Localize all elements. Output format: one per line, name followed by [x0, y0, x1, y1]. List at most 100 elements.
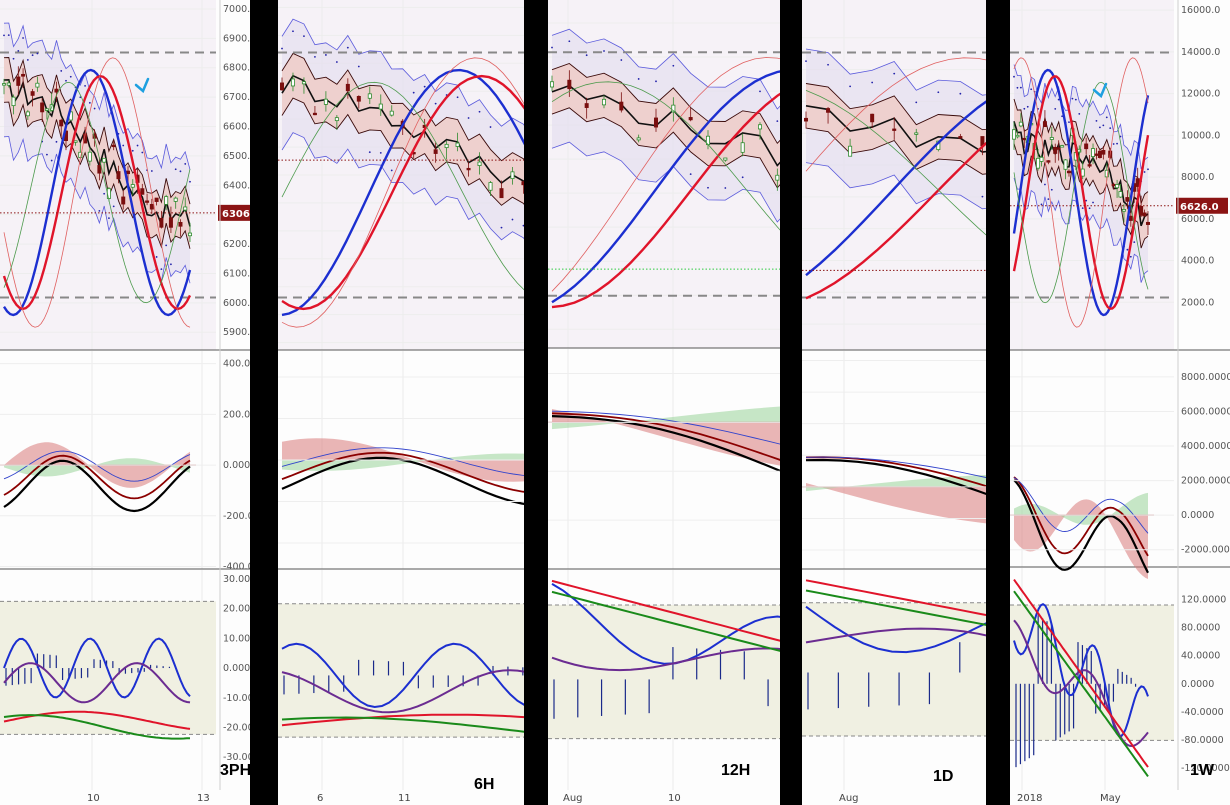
candle [1039, 156, 1044, 162]
price-tick-label: 6000.0 [223, 298, 250, 309]
candle [1060, 145, 1065, 148]
candle [126, 170, 131, 175]
macd-line [3, 459, 191, 513]
last-price-tag: 6626.0 [1176, 197, 1228, 214]
candle [1022, 137, 1027, 141]
candle [178, 221, 183, 227]
osc2-tick-label: -120.0000 [1181, 763, 1230, 774]
x-tick-label: Aug [839, 793, 859, 804]
candle [1036, 157, 1041, 169]
ema-red-line [1013, 579, 1149, 768]
candle [870, 113, 875, 123]
candle [654, 117, 659, 128]
chart-svg-12h: 9200.08800.08400.08000.07600.07200.06800… [548, 0, 780, 804]
candle [455, 142, 460, 147]
price-tick-label: 6500.0 [223, 151, 250, 162]
slow-oscillator-line [551, 92, 780, 309]
price-tick-label: 6900.0 [223, 33, 250, 44]
candle [1101, 150, 1106, 155]
macd-line [805, 458, 986, 496]
chart-svg-1d: 9200.08800.08400.08000.07600.07200.06800… [802, 0, 986, 804]
inner-band-fill [552, 63, 780, 188]
candle [584, 103, 589, 108]
candle [602, 98, 607, 106]
candle [688, 117, 693, 121]
candle [54, 88, 59, 93]
osc2-tick-label: -30.0000 [223, 752, 250, 763]
candle [892, 128, 897, 131]
candle [1042, 121, 1047, 128]
lower-band-line [1013, 177, 1149, 283]
slow-oscillator-line [1012, 75, 1150, 310]
candle [510, 171, 515, 180]
ema-green-line [281, 716, 524, 733]
candle [25, 111, 30, 117]
candle [16, 76, 21, 86]
candle [1049, 137, 1054, 140]
candle [444, 143, 449, 149]
rsi-fast-line [3, 637, 191, 699]
signal-line [3, 454, 191, 500]
candle [671, 104, 676, 113]
candle [1097, 150, 1102, 158]
candle [1125, 197, 1130, 202]
candle [116, 171, 121, 180]
candle [149, 203, 154, 210]
chart-panel-12h: 9200.08800.08400.08000.07600.07200.06800… [548, 0, 780, 805]
rsi-fast-line [551, 583, 780, 665]
candle [1139, 206, 1144, 216]
ema-red-line [281, 713, 524, 727]
chart-svg-6h: 7400.07200.07000.06800.06600.06400.06200… [278, 0, 524, 804]
timeframe-label: 3PH [220, 762, 250, 779]
candle [1066, 170, 1071, 174]
candle [466, 167, 471, 171]
candle [183, 206, 188, 211]
candle [740, 142, 745, 153]
osc1-tick-label: 0.0000 [223, 460, 250, 471]
osc1-tick-label: 4000.0000 [1181, 441, 1230, 452]
candle [1091, 148, 1096, 157]
upper-band-line [1013, 64, 1149, 170]
chart-svg-1w: 16000.0 14000.0 12000.0 10000.0 8000.0 6000.0… [1010, 0, 1230, 804]
candle [723, 157, 728, 161]
candle [1142, 212, 1147, 217]
candle [1056, 147, 1061, 150]
candle [187, 232, 192, 237]
candle [1094, 153, 1099, 156]
upper-band-line [551, 28, 780, 110]
signal-line [281, 451, 524, 493]
candle [619, 101, 624, 111]
histogram-area-red [806, 483, 986, 524]
macd-line [551, 415, 780, 472]
histogram-area-green [282, 453, 524, 471]
candle [111, 144, 116, 148]
candle [775, 174, 780, 181]
candle [757, 124, 762, 130]
chart-panel-1w: 16000.0 14000.0 12000.0 10000.0 8000.0 6000.0… [1010, 0, 1230, 805]
annotation-check-mark [1092, 82, 1108, 99]
x-tick-label: 13 [197, 793, 210, 804]
rsi-slow-line [805, 627, 986, 644]
candle [1080, 168, 1085, 177]
candle [140, 188, 145, 195]
candle [367, 93, 372, 99]
x-tick-label: 11 [398, 793, 411, 804]
macd-line [281, 456, 524, 505]
candle [378, 103, 383, 110]
candle [30, 91, 35, 96]
candle [1053, 146, 1058, 154]
candle [550, 81, 555, 88]
candle [433, 149, 438, 154]
candle [97, 165, 102, 174]
svg-text:6626.0: 6626.0 [1180, 202, 1219, 213]
ema-green-line [3, 714, 191, 740]
candle [848, 145, 853, 157]
rsi-fast-line [281, 642, 524, 709]
osc2-tick-label: 80.0000 [1181, 623, 1220, 634]
candle [1046, 160, 1051, 163]
candle [145, 200, 150, 203]
candle [334, 117, 339, 122]
candle [6, 82, 11, 86]
candle [1118, 191, 1123, 198]
candle [499, 188, 504, 199]
